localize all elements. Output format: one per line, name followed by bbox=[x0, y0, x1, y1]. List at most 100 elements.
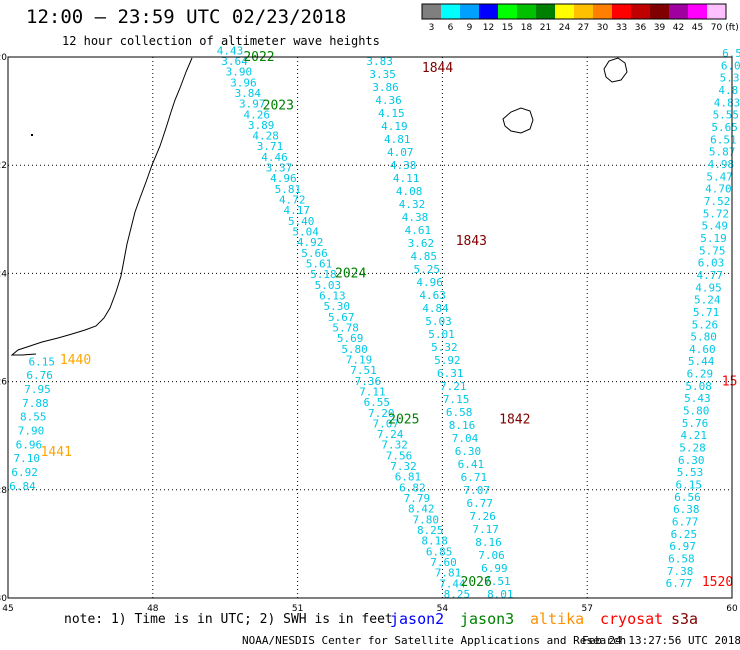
swh-value: 7.51 bbox=[484, 575, 511, 588]
swh-value: 5.76 bbox=[682, 417, 709, 430]
swh-value: 4.17 bbox=[283, 204, 310, 217]
swh-value: 7.24 bbox=[377, 428, 404, 441]
swh-value: 6.77 bbox=[666, 577, 693, 590]
swh-value: 6.38 bbox=[673, 503, 700, 516]
legend-bin-label: 45 bbox=[692, 23, 703, 33]
swh-value: 5.04 bbox=[292, 226, 319, 239]
swh-value: 6.5 bbox=[722, 47, 740, 60]
swh-value: 7.81 bbox=[435, 567, 462, 580]
swh-value: 8.42 bbox=[408, 503, 435, 516]
satellite-s3a-label: s3a bbox=[671, 610, 699, 628]
swh-value: 6.71 bbox=[461, 471, 488, 484]
swh-value: 5.01 bbox=[428, 328, 455, 341]
chart-title: 12:00 – 23:59 UTC 02/23/2018 bbox=[26, 6, 347, 28]
swh-value: 5.66 bbox=[301, 247, 328, 260]
footer-note: note: 1) Time is in UTC; 2) SWH is in fe… bbox=[64, 612, 393, 627]
swh-value: 4.46 bbox=[261, 151, 288, 164]
swh-value: 3.84 bbox=[235, 87, 262, 100]
pass-label: 2024 bbox=[335, 266, 366, 281]
swh-value: 6.82 bbox=[399, 481, 426, 494]
swh-value: 4.81 bbox=[384, 133, 411, 146]
swh-value: 4.70 bbox=[705, 183, 732, 196]
satellite-jason3-label: jason3 bbox=[460, 610, 515, 628]
swh-value: 5.26 bbox=[692, 318, 719, 331]
swh-value: 4.8 bbox=[718, 84, 738, 97]
swh-value: 4.96 bbox=[270, 172, 297, 185]
swh-value: 4.19 bbox=[381, 120, 408, 133]
swh-value: 7.10 bbox=[14, 452, 41, 465]
legend-bin-label: 12 bbox=[483, 23, 494, 33]
swh-value: 3.37 bbox=[266, 162, 293, 175]
legend-swatch bbox=[536, 4, 555, 19]
legend-bin-label: 18 bbox=[521, 23, 533, 33]
swh-value: 6.97 bbox=[669, 540, 696, 553]
swh-value: 5.92 bbox=[434, 354, 461, 367]
legend-bin-label: 21 bbox=[540, 23, 551, 33]
swh-value: 6.99 bbox=[481, 562, 508, 575]
y-tick-label: -24 bbox=[0, 269, 7, 279]
legend-frame bbox=[421, 3, 727, 20]
legend-bin-label: 30 bbox=[597, 23, 609, 33]
legend-swatch bbox=[612, 4, 631, 19]
swh-value: 7.15 bbox=[443, 393, 470, 406]
pass-label: 1441 bbox=[41, 445, 72, 460]
swh-value: 4.63 bbox=[419, 289, 446, 302]
swh-value: 3.86 bbox=[372, 81, 399, 94]
swh-value: 6.30 bbox=[455, 445, 482, 458]
swh-value: 7.80 bbox=[412, 513, 439, 526]
swh-value: 4.15 bbox=[378, 107, 405, 120]
swh-value: 6.13 bbox=[319, 289, 346, 302]
swh-value: 5.53 bbox=[677, 466, 704, 479]
swh-value: 8.16 bbox=[475, 536, 502, 549]
swh-value: 3.35 bbox=[369, 68, 396, 81]
credit-line: NOAA/NESDIS Center for Satellite Applica… bbox=[242, 634, 627, 647]
legend-bin-label: 36 bbox=[635, 23, 647, 33]
swh-value: 5.61 bbox=[306, 258, 333, 271]
mauritius-island bbox=[603, 57, 628, 83]
legend-bin-label: 15 bbox=[502, 23, 513, 33]
satellite-jason2-label: jason2 bbox=[390, 610, 445, 628]
swh-value: 8.01 bbox=[487, 588, 514, 601]
swh-value: 3.83 bbox=[366, 55, 393, 68]
swh-value: 5.25 bbox=[413, 263, 440, 276]
swh-value: 7.04 bbox=[452, 432, 479, 445]
swh-value: 6.25 bbox=[671, 528, 698, 541]
swh-value: 5.75 bbox=[699, 244, 726, 257]
pass-label: 1844 bbox=[422, 61, 453, 76]
swh-value: 5.80 bbox=[683, 405, 710, 418]
swh-value: 5.81 bbox=[275, 183, 302, 196]
small-island-dot bbox=[31, 134, 33, 136]
swh-value: 4.83 bbox=[714, 96, 740, 109]
legend-swatch bbox=[631, 4, 650, 19]
swh-value: 5.80 bbox=[341, 343, 368, 356]
swh-value: 5.32 bbox=[431, 341, 458, 354]
swh-value: 4.60 bbox=[689, 343, 716, 356]
y-tick-label: -30 bbox=[0, 594, 7, 604]
x-tick-label: 57 bbox=[581, 604, 592, 614]
x-tick-label: 60 bbox=[726, 604, 738, 614]
swh-value: 5.78 bbox=[332, 321, 359, 334]
legend-bin-label: 24 bbox=[559, 23, 571, 33]
swh-value: 6.96 bbox=[16, 438, 43, 451]
swh-value: 4.85 bbox=[411, 250, 438, 263]
swh-value: 5.03 bbox=[315, 279, 342, 292]
swh-value: 5.72 bbox=[703, 207, 730, 220]
swh-value: 8.25 bbox=[417, 524, 444, 537]
pass-label: 1842 bbox=[499, 412, 530, 427]
pass-label: 2023 bbox=[263, 99, 294, 114]
legend-bin-label: 27 bbox=[578, 23, 589, 33]
swh-value: 5.69 bbox=[337, 332, 364, 345]
legend-swatch bbox=[688, 4, 707, 19]
legend-swatch bbox=[593, 4, 612, 19]
swh-value: 7.32 bbox=[390, 460, 417, 473]
swh-value: 5.3 bbox=[720, 72, 740, 85]
swh-value: 7.38 bbox=[667, 565, 694, 578]
swh-value: 7.56 bbox=[386, 449, 413, 462]
swh-value: 3.89 bbox=[248, 119, 275, 132]
swh-value: 7.17 bbox=[472, 523, 499, 536]
satellite-altika-label: altika bbox=[530, 610, 585, 628]
swh-value: 6.76 bbox=[26, 369, 53, 382]
swh-value: 7.06 bbox=[478, 549, 505, 562]
